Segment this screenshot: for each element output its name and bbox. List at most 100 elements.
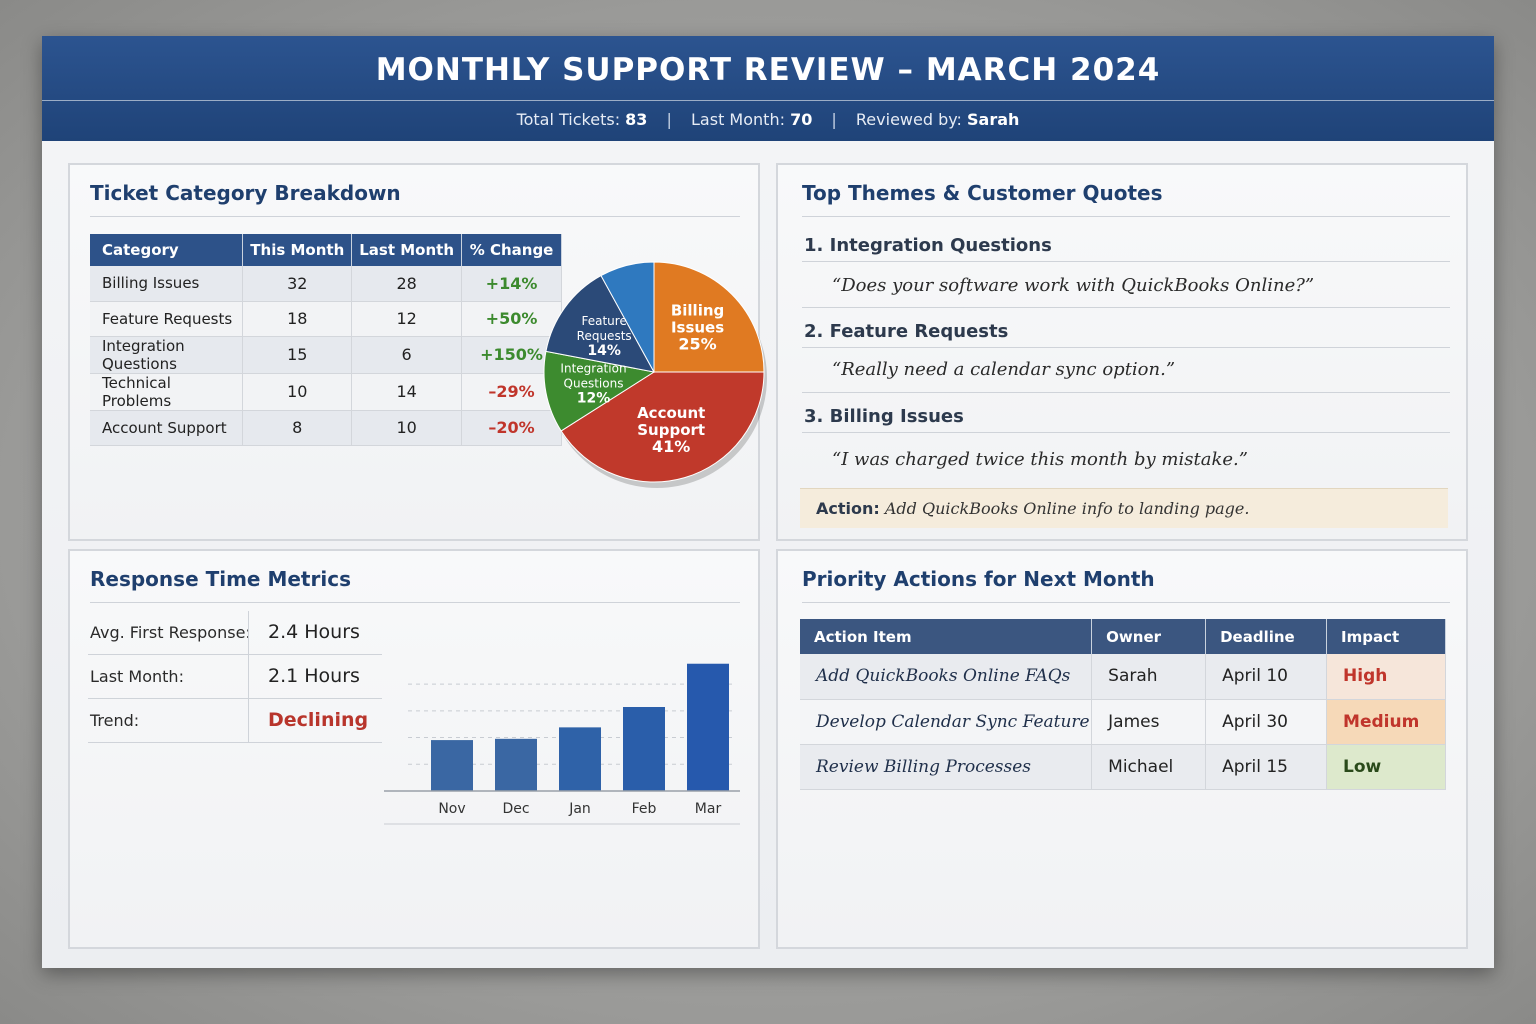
theme-quote: “Does your software work with QuickBooks… [832, 275, 1315, 296]
response-time-bar-chart: Nov Dec Jan Feb Mar [384, 663, 740, 825]
metrics-title: Response Time Metrics [90, 567, 351, 591]
priority-panel: Priority Actions for Next Month Action I… [776, 549, 1468, 949]
header-divider [42, 100, 1494, 101]
pie-slice [545, 274, 655, 373]
theme-divider [802, 307, 1450, 308]
metric-row: Trend: Declining [88, 699, 382, 743]
pie-slice-label: Feature [581, 314, 626, 328]
report-sheet: MONTHLY SUPPORT REVIEW – MARCH 2024 Tota… [42, 36, 1494, 968]
change-cell: +14% [461, 266, 562, 302]
table-row: Add QuickBooks Online FAQs Sarah April 10 H… [800, 654, 1446, 700]
col-last-month: Last Month [351, 234, 463, 266]
action-label: Action: [816, 499, 880, 518]
pie-slice-label: Billing [671, 301, 724, 319]
action-text: Add QuickBooks Online info to landing pa… [884, 499, 1250, 518]
theme-divider [802, 392, 1450, 393]
pie-slice-label: Integration [560, 362, 626, 376]
col-impact: Impact [1326, 619, 1446, 654]
theme-quote: “Really need a calendar sync option.” [832, 359, 1176, 380]
bar [623, 707, 665, 791]
category-table: Category This Month Last Month % Change … [90, 234, 562, 446]
metric-value: 2.1 Hours [268, 665, 360, 687]
report-title: MONTHLY SUPPORT REVIEW – MARCH 2024 [375, 52, 1161, 88]
table-row: Billing Issues 32 28 +14% [90, 266, 562, 302]
last-month-cell: 28 [351, 266, 463, 302]
col-action-item: Action Item [800, 619, 1093, 654]
theme-heading: 1. Integration Questions [804, 235, 1052, 256]
pie-slice-label: Requests [577, 329, 632, 343]
panel-divider [90, 216, 740, 217]
x-tick-label: Jan [568, 801, 591, 817]
impact-cell: Low [1326, 744, 1446, 790]
reviewer-label: Reviewed by: [855, 110, 962, 129]
theme-divider [802, 432, 1450, 433]
category-cell: Integration Questions [90, 336, 244, 374]
owner-cell: Sarah [1091, 654, 1207, 700]
deadline-cell: April 30 [1205, 699, 1328, 745]
bar [687, 663, 729, 791]
metric-row: Last Month: 2.1 Hours [88, 655, 382, 699]
metrics-list: Avg. First Response: 2.4 Hours Last Mont… [88, 611, 382, 743]
pie-slice-percent: 25% [678, 334, 716, 353]
action-item-cell: Review Billing Processes [800, 744, 1093, 790]
metric-label: Trend: [90, 711, 140, 730]
action-item-cell: Add QuickBooks Online FAQs [800, 654, 1093, 700]
separator: | [666, 110, 672, 129]
x-tick-label: Mar [695, 801, 722, 817]
table-row: Develop Calendar Sync Feature James April … [800, 699, 1446, 745]
this-month-cell: 32 [242, 266, 353, 302]
metric-label: Avg. First Response: [90, 623, 251, 642]
bar [559, 727, 601, 791]
deadline-cell: April 10 [1205, 654, 1328, 700]
total-tickets-label: Total Tickets: [516, 110, 621, 129]
metric-label: Last Month: [90, 667, 184, 686]
this-month-cell: 8 [242, 410, 353, 446]
pie-slice-percent: 14% [587, 343, 621, 359]
last-month-cell: 14 [351, 373, 463, 411]
pie-slice [653, 261, 765, 373]
action-item-cell: Develop Calendar Sync Feature [800, 699, 1093, 745]
deadline-cell: April 15 [1205, 744, 1328, 790]
priority-title: Priority Actions for Next Month [802, 567, 1155, 591]
col-deadline: Deadline [1205, 619, 1328, 654]
pie-slice-label: Support [637, 421, 705, 439]
metrics-panel: Response Time Metrics Avg. First Respons… [68, 549, 760, 949]
bar [431, 740, 473, 791]
themes-title: Top Themes & Customer Quotes [802, 181, 1163, 205]
table-row: Review Billing Processes Michael April 15 L… [800, 744, 1446, 790]
last-month-cell: 12 [351, 301, 463, 337]
owner-cell: James [1091, 699, 1207, 745]
category-cell: Feature Requests [90, 301, 244, 337]
col-category: Category [90, 234, 244, 266]
this-month-cell: 15 [242, 336, 353, 374]
x-tick-label: Feb [632, 801, 657, 817]
last-month-cell: 6 [351, 336, 463, 374]
theme-divider [802, 347, 1450, 348]
pie-slice [543, 350, 656, 432]
category-cell: Billing Issues [90, 266, 244, 302]
action-callout: Action: Add QuickBooks Online info to la… [800, 488, 1448, 528]
this-month-cell: 10 [242, 373, 353, 411]
pie-slice-label: Account [637, 404, 705, 422]
x-tick-label: Nov [438, 801, 465, 817]
metric-value: Declining [268, 709, 369, 731]
theme-heading: 3. Billing Issues [804, 406, 964, 427]
this-month-cell: 18 [242, 301, 353, 337]
reviewer-value: Sarah [967, 110, 1020, 129]
pie-slice [560, 371, 765, 483]
bar [495, 738, 537, 791]
metric-row: Avg. First Response: 2.4 Hours [88, 611, 382, 655]
panel-divider [90, 602, 740, 603]
metric-divider [248, 611, 249, 654]
pie-slice [600, 261, 655, 373]
pie-slice-label: Issues [671, 318, 724, 336]
metric-value: 2.4 Hours [268, 621, 360, 643]
theme-heading: 2. Feature Requests [804, 321, 1009, 342]
pie-slice-percent: 12% [577, 391, 611, 407]
report-header: MONTHLY SUPPORT REVIEW – MARCH 2024 Tota… [42, 36, 1494, 141]
theme-quote: “I was charged twice this month by mista… [832, 449, 1248, 470]
metric-divider [248, 699, 249, 742]
theme-divider [802, 261, 1450, 262]
col-change: % Change [461, 234, 562, 266]
